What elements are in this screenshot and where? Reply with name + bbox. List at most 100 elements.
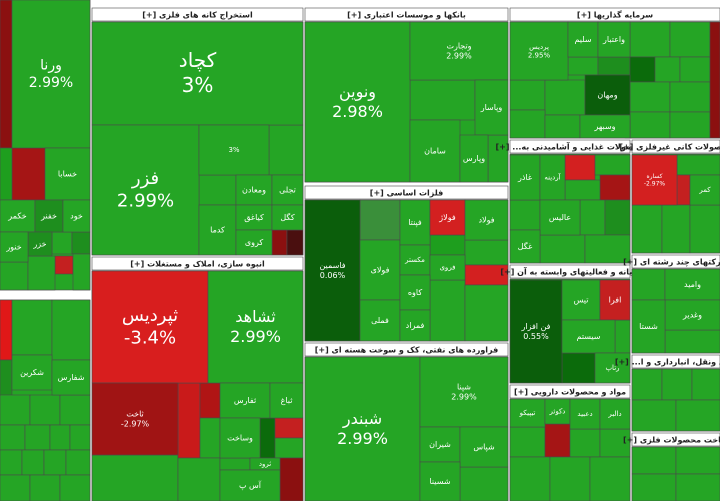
tile[interactable] bbox=[689, 174, 720, 206]
tile bbox=[0, 147, 13, 201]
tile bbox=[629, 111, 671, 139]
tile[interactable] bbox=[599, 398, 631, 430]
tile[interactable] bbox=[62, 199, 91, 233]
tile bbox=[567, 56, 599, 76]
tile[interactable] bbox=[509, 229, 541, 264]
tile-label: کچاد bbox=[179, 48, 217, 72]
tile[interactable] bbox=[44, 147, 91, 201]
sector-header[interactable] bbox=[91, 7, 304, 22]
tile[interactable] bbox=[419, 356, 509, 428]
tile[interactable] bbox=[269, 382, 304, 419]
tile-label: فولاژ bbox=[438, 213, 456, 222]
tile bbox=[599, 428, 631, 458]
tile[interactable] bbox=[631, 299, 666, 354]
tile[interactable] bbox=[27, 231, 53, 257]
tile[interactable] bbox=[569, 398, 601, 430]
tile[interactable] bbox=[579, 114, 631, 139]
sector-header[interactable] bbox=[631, 139, 720, 154]
tile bbox=[271, 229, 288, 256]
tile[interactable] bbox=[459, 426, 509, 468]
tile-value: 2.99% bbox=[337, 429, 388, 448]
sector-header[interactable] bbox=[631, 254, 720, 269]
sector-title[interactable]: مواد و محصولات دارویی [+] bbox=[514, 388, 626, 397]
tile[interactable] bbox=[91, 270, 209, 384]
tile[interactable] bbox=[235, 174, 273, 206]
tile[interactable] bbox=[599, 279, 631, 321]
tile[interactable] bbox=[509, 398, 546, 428]
tile[interactable] bbox=[11, 0, 91, 149]
tile-label: کاوه bbox=[408, 288, 422, 297]
tile[interactable] bbox=[474, 79, 509, 136]
sector-title[interactable]: بانکها و موسسات اعتباری [+] bbox=[347, 11, 466, 20]
tile[interactable] bbox=[271, 204, 304, 231]
tile[interactable] bbox=[0, 231, 29, 263]
tile[interactable] bbox=[419, 426, 461, 463]
sector-title[interactable]: سرمایه گذاریها [+] bbox=[577, 10, 653, 20]
sector-header[interactable] bbox=[631, 354, 720, 369]
sector-header[interactable] bbox=[509, 384, 631, 399]
tile[interactable] bbox=[567, 21, 599, 58]
tile[interactable] bbox=[459, 134, 489, 183]
tile[interactable] bbox=[584, 74, 631, 116]
tile[interactable] bbox=[664, 299, 720, 331]
sector-title[interactable]: انبوه سازی، املاک و مستغلات [+] bbox=[130, 260, 265, 269]
tile[interactable] bbox=[409, 21, 509, 81]
tile[interactable] bbox=[544, 398, 571, 425]
sector-header[interactable] bbox=[631, 432, 720, 447]
sector-header[interactable] bbox=[304, 185, 509, 200]
sector-title[interactable]: محصولات کانی غیرفلزی [+] bbox=[619, 143, 720, 152]
tile[interactable] bbox=[509, 279, 563, 384]
sector-title[interactable]: فلزات اساسی [+] bbox=[370, 189, 443, 198]
tile-label: غاذر bbox=[517, 173, 532, 182]
tile[interactable] bbox=[594, 352, 631, 384]
tile bbox=[549, 456, 591, 501]
tile[interactable] bbox=[304, 356, 421, 501]
tile bbox=[654, 56, 681, 83]
tile[interactable] bbox=[219, 469, 281, 501]
tile[interactable] bbox=[597, 21, 631, 58]
tile-label: شسینا bbox=[429, 477, 450, 486]
tile bbox=[0, 299, 13, 361]
tile[interactable] bbox=[51, 359, 91, 396]
tile[interactable] bbox=[561, 319, 616, 354]
tile[interactable] bbox=[464, 199, 509, 241]
sector-title[interactable]: شرکتهای چند رشته ای [+] bbox=[623, 258, 720, 267]
tile[interactable] bbox=[399, 274, 431, 311]
tile[interactable] bbox=[509, 154, 541, 201]
tile[interactable] bbox=[235, 204, 273, 231]
tile[interactable] bbox=[34, 199, 64, 233]
sector-header[interactable] bbox=[91, 256, 304, 271]
tile[interactable] bbox=[399, 309, 431, 342]
tile[interactable] bbox=[91, 21, 304, 126]
tile-label: شپنا bbox=[457, 383, 471, 392]
tile-label: افرا bbox=[609, 296, 622, 305]
tile[interactable] bbox=[198, 204, 237, 256]
tile bbox=[544, 114, 581, 139]
tile[interactable] bbox=[304, 21, 411, 183]
tile[interactable] bbox=[539, 154, 566, 201]
tile[interactable] bbox=[539, 199, 581, 236]
sector-title[interactable]: استخراج کانه های فلزی [+] bbox=[142, 11, 253, 20]
tile[interactable] bbox=[429, 254, 466, 281]
sector-title[interactable]: رایانه و فعالیتهای وابسته به آن [+] bbox=[500, 267, 640, 277]
sector-header[interactable] bbox=[509, 7, 720, 22]
sector-header[interactable] bbox=[509, 139, 631, 154]
tile[interactable] bbox=[235, 229, 273, 256]
tile[interactable] bbox=[219, 417, 261, 459]
sector-title[interactable]: حمل ونقل، انبارداری و ا... [+] bbox=[615, 358, 720, 367]
tile[interactable] bbox=[91, 124, 200, 256]
tile[interactable] bbox=[304, 199, 361, 342]
tile[interactable] bbox=[419, 461, 461, 501]
tile[interactable] bbox=[198, 124, 270, 176]
sector-title[interactable]: محصولات غذایی و آشامیدنی به... [+] bbox=[496, 142, 645, 152]
tile[interactable] bbox=[631, 154, 678, 206]
tile[interactable] bbox=[11, 354, 53, 391]
tile[interactable] bbox=[409, 119, 461, 183]
sector-header[interactable] bbox=[304, 7, 509, 22]
sector-header[interactable] bbox=[304, 342, 509, 357]
sector-title[interactable]: ساخت محصولات فلزی [+] bbox=[623, 436, 720, 445]
tile[interactable] bbox=[91, 382, 179, 456]
sector-header[interactable] bbox=[509, 264, 631, 279]
tile[interactable] bbox=[561, 279, 601, 321]
sector-title[interactable]: فراورده های نفتی، کک و سوخت هسته ای [+] bbox=[315, 346, 499, 355]
